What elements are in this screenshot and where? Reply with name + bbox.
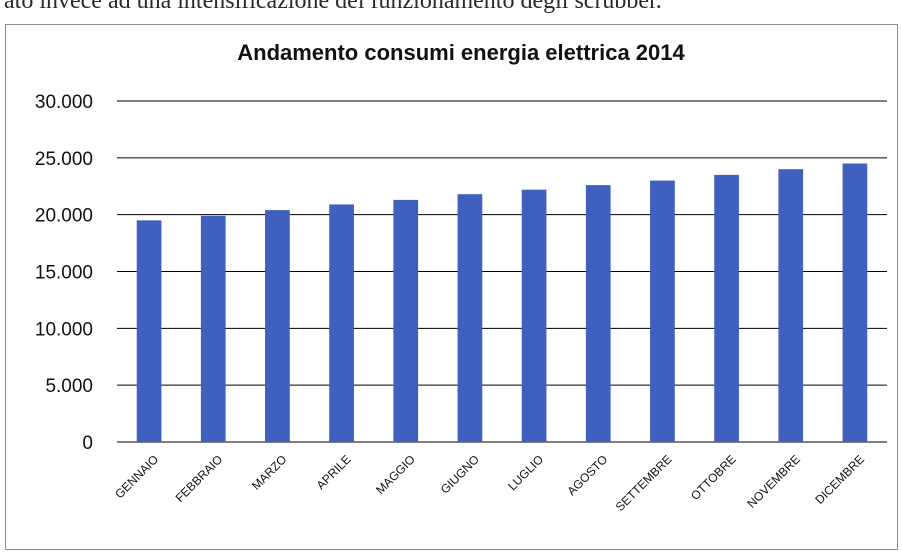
chart-title: Andamento consumi energia elettrica 2014 [237,40,685,65]
bar-gennaio [136,220,162,442]
x-tick-label: MAGGIO [373,452,418,497]
bar-marzo [265,210,290,442]
y-tick-label: 25.000 [35,149,93,170]
x-tick-label: APRILE [314,452,354,492]
x-tick-label: GIUGNO [438,452,482,496]
x-tick-label: OTTOBRE [688,452,739,503]
bar-febbraio [200,215,226,442]
bar-maggio [393,199,419,442]
bar-giugno [457,194,483,442]
x-tick-label: DICEMBRE [812,452,867,507]
x-axis-labels: GENNAIO FEBBRAIO MARZO APRILE MAGGIO GIUGNO LU… [112,452,867,514]
bars [136,163,868,443]
y-tick-label: 10.000 [35,319,93,340]
x-tick-label: LUGLIO [505,452,546,493]
bar-novembre [778,169,804,442]
x-tick-label: MARZO [249,452,290,493]
x-tick-label: FEBBRAIO [173,452,226,505]
x-tick-label: AGOSTO [564,452,610,498]
y-axis-labels: 0 5.000 10.000 15.000 20.000 25.000 30.000 [35,92,93,454]
bar-ottobre [714,174,739,442]
x-tick-label: GENNAIO [112,452,161,501]
bar-aprile [329,204,354,442]
y-tick-label: 15.000 [35,263,93,284]
x-tick-label: NOVEMBRE [744,452,802,510]
y-tick-label: 30.000 [35,92,93,113]
bar-dicembre [842,163,868,442]
document-text-snippet: ato invece ad una intensificazione del f… [4,0,662,14]
bar-settembre [650,180,675,443]
y-tick-label: 20.000 [35,206,93,227]
y-gridlines [117,100,887,443]
bar-agosto [585,185,611,442]
bar-luglio [521,189,547,442]
y-tick-label: 0 [82,433,93,454]
y-tick-label: 5.000 [45,376,93,397]
x-tick-label: SETTEMBRE [613,452,675,514]
